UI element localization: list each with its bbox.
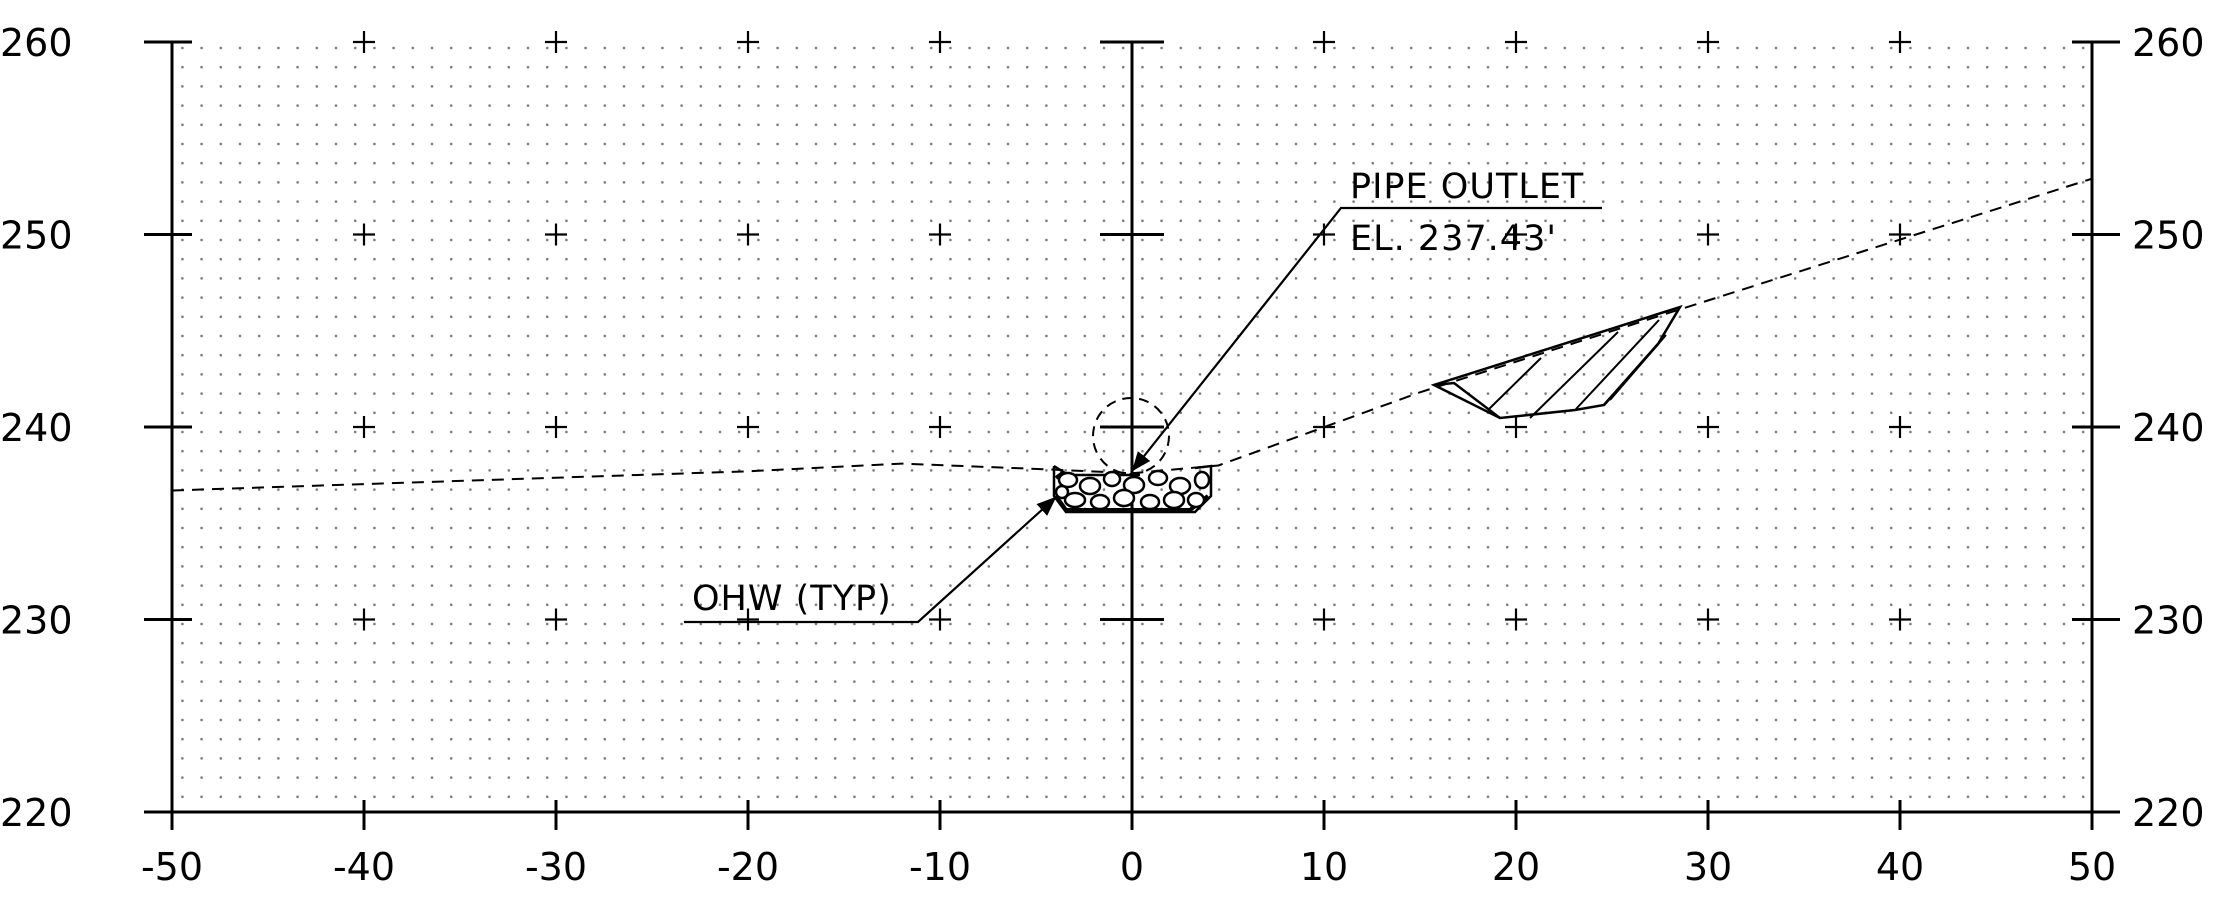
y-tick-label-right: 250 — [2132, 214, 2205, 258]
grid-cross — [1697, 608, 1719, 631]
ohw-label: OHW (TYP) — [692, 579, 892, 619]
grid-cross — [1505, 416, 1527, 438]
grid-cross — [737, 31, 759, 53]
x-axis-tick-labels: -50 -40 -30 -20 -10 0 10 20 30 40 50 — [141, 845, 2116, 889]
y-axis-tick-labels-right: 220 230 240 250 260 — [2132, 21, 2205, 835]
x-tick-label: 50 — [2068, 845, 2116, 889]
y-tick-label-left: 240 — [0, 406, 73, 450]
grid-cross — [545, 31, 567, 53]
grid-cross — [353, 31, 375, 53]
grid-cross — [1505, 608, 1527, 631]
riprap-stones — [1054, 469, 1211, 511]
x-tick-label: -40 — [333, 845, 395, 889]
grid-cross — [1313, 608, 1335, 631]
x-tick-label: 30 — [1684, 845, 1732, 889]
x-tick-label: 10 — [1300, 845, 1348, 889]
grid-crosses — [353, 31, 1911, 631]
grid-cross — [545, 608, 567, 631]
grid-cross — [545, 416, 567, 438]
pipe-outlet-label: PIPE OUTLET — [1350, 167, 1584, 207]
grid-cross — [1889, 608, 1911, 631]
x-tick-label: -10 — [909, 845, 971, 889]
x-tick-label: 0 — [1120, 845, 1144, 889]
y-tick-label-left: 260 — [0, 21, 73, 65]
grid-cross — [353, 223, 375, 246]
y-tick-label-right: 260 — [2132, 21, 2205, 65]
grid-cross — [353, 416, 375, 438]
grid-cross — [1313, 223, 1335, 246]
pipe-outlet-elevation: EL. 237.43' — [1350, 219, 1557, 259]
y-tick-label-right: 230 — [2132, 599, 2205, 643]
grid-cross — [1697, 416, 1719, 438]
grid-cross — [929, 223, 951, 246]
x-tick-label: -50 — [141, 845, 203, 889]
axes-frame — [144, 40, 2120, 830]
y-tick-label-right: 220 — [2132, 791, 2205, 835]
grid-cross — [1697, 31, 1719, 53]
grid-cross — [929, 608, 951, 631]
ohw-callout: OHW (TYP) — [684, 496, 1057, 624]
y-tick-label-right: 240 — [2132, 406, 2205, 450]
hatched-slope-area — [1430, 304, 1683, 420]
y-tick-label-left: 250 — [0, 214, 73, 258]
grid-cross — [1697, 223, 1719, 246]
grid-cross — [1505, 223, 1527, 246]
grid-cross — [929, 31, 951, 53]
x-tick-label: -30 — [525, 845, 587, 889]
grid-cross — [545, 223, 567, 246]
grid-cross — [1889, 223, 1911, 246]
grid-cross — [1313, 416, 1335, 438]
grid-cross — [737, 608, 759, 631]
grid-cross — [1889, 416, 1911, 438]
y-tick-label-left: 230 — [0, 599, 73, 643]
x-tick-label: 40 — [1876, 845, 1924, 889]
grid-cross — [737, 223, 759, 246]
grid-cross — [1505, 31, 1527, 53]
grid-cross — [737, 416, 759, 438]
grid-cross — [1889, 31, 1911, 53]
y-tick-label-left: 220 — [0, 791, 73, 835]
grid-cross — [353, 608, 375, 631]
grid-cross — [929, 416, 951, 438]
pipe-outlet-callout: PIPE OUTLET EL. 237.43' — [1131, 167, 1602, 472]
grid-cross — [1313, 31, 1335, 53]
riprap-pad — [1052, 464, 1213, 514]
pipe-outlet-circle — [1092, 397, 1170, 475]
x-tick-label: -20 — [717, 845, 779, 889]
y-axis-tick-labels-left: 220 230 240 250 260 — [0, 21, 73, 835]
x-tick-label: 20 — [1492, 845, 1540, 889]
